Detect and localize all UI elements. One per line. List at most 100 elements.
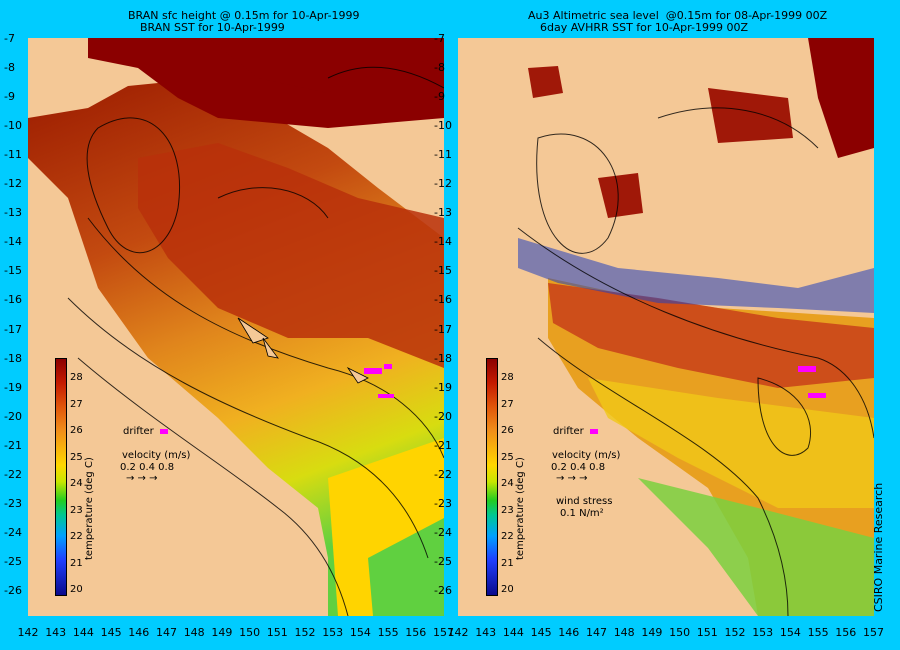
lon-tick-right-1: 143 [475,626,497,639]
left-drifter-legend: drifter [123,426,168,437]
left-velocity-arrows: → → → [126,473,158,484]
left-contours [67,66,444,616]
lon-tick-right-8: 150 [669,626,691,639]
lat-tick-left-15: -22 [4,467,22,481]
lat-tick-right-15: -22 [434,467,452,481]
lon-tick-right-2: 144 [502,626,524,639]
lon-tick-left-12: 154 [349,626,371,639]
right-warm-patches [528,66,793,218]
right-drifters [798,366,826,398]
right-map-svg [458,38,874,616]
lon-tick-left-10: 152 [294,626,316,639]
right-title-line1: Au3 Altimetric sea level @0.15m for 08-A… [528,9,828,22]
right-velocity-scale: 0.2 0.4 0.8 [551,462,606,473]
lon-tick-left-1: 143 [45,626,67,639]
lat-tick-right-10: -17 [434,322,452,336]
lat-tick-right-9: -16 [434,293,452,307]
lat-tick-right-19: -26 [434,583,452,597]
lon-tick-right-6: 148 [613,626,635,639]
left-map-panel [28,38,444,616]
left-colorbar-label: temperature (deg C) [84,457,95,560]
lat-tick-right-3: -10 [434,119,452,133]
lat-tick-left-9: -16 [4,293,22,307]
lat-tick-left-5: -12 [4,177,22,191]
right-yellow-band [588,378,874,508]
lon-tick-right-5: 147 [586,626,607,639]
lon-tick-left-0: 142 [17,626,39,639]
lon-tick-left-13: 155 [377,626,399,639]
cbar-tick-right-8: 20 [501,584,514,595]
cbar-tick-right-5: 23 [501,504,514,516]
lon-tick-left-7: 149 [211,626,233,639]
right-colorbar [486,358,498,596]
left-map-svg [28,38,444,616]
cbar-tick-left-1: 27 [70,398,83,410]
lat-tick-left-6: -13 [4,206,22,220]
left-title-line2: BRAN SST for 10-Apr-1999 [140,21,285,34]
right-wind-label: wind stress [556,496,613,507]
lon-tick-right-4: 146 [558,626,580,639]
cbar-tick-left-3: 25 [70,451,83,463]
right-drifter-marker [589,428,598,434]
lat-tick-left-13: -20 [4,409,22,423]
lon-tick-left-6: 148 [183,626,205,639]
lat-tick-right-12: -19 [434,380,452,394]
cbar-tick-right-1: 27 [501,398,514,410]
lat-tick-left-10: -17 [4,322,22,336]
left-green-south [368,518,444,616]
cbar-tick-right-0: 28 [501,372,514,383]
right-title-line2: 6day AVHRR SST for 10-Apr-1999 00Z [540,21,748,34]
lon-tick-left-5: 147 [156,626,177,639]
cbar-tick-right-4: 24 [501,478,514,489]
lon-tick-left-15: 157 [433,626,454,639]
credit-text: CSIRO Marine Research [872,482,885,612]
right-colorbar-label: temperature (deg C) [515,457,526,560]
lon-tick-left-2: 144 [72,626,94,639]
right-cloud-edge [518,238,874,313]
lon-tick-right-3: 145 [530,626,552,639]
lat-tick-right-8: -15 [434,264,452,278]
lon-tick-right-7: 149 [641,626,663,639]
lat-tick-left-1: -8 [4,61,15,75]
lon-tick-right-15: 157 [863,626,884,639]
lon-tick-right-9: 151 [696,626,718,639]
lat-tick-right-16: -23 [434,496,452,510]
cbar-tick-left-8: 20 [70,584,83,595]
left-colorbar [55,358,67,596]
right-velocity-label: velocity (m/s) [552,450,621,461]
lon-tick-right-0: 142 [447,626,469,639]
lon-tick-right-10: 152 [724,626,746,639]
lat-tick-right-1: -8 [434,61,445,75]
lat-tick-left-12: -19 [4,380,22,394]
cbar-tick-left-2: 26 [70,425,83,436]
lon-tick-right-11: 153 [752,626,774,639]
right-drifter-label: drifter [553,426,584,437]
lat-tick-right-17: -24 [434,525,452,539]
lat-tick-right-2: -9 [434,90,445,104]
lon-tick-left-4: 146 [128,626,150,639]
lat-tick-left-0: -7 [4,32,15,45]
lon-tick-left-9: 151 [266,626,288,639]
lat-tick-right-0: -7 [434,32,445,45]
lat-tick-right-6: -13 [434,206,452,220]
left-drifters [364,364,394,398]
lat-tick-left-17: -24 [4,525,22,539]
lat-tick-left-8: -15 [4,264,22,278]
right-orange-band [548,283,874,388]
right-drifter-legend: drifter [553,426,598,437]
lat-tick-left-11: -18 [4,351,22,365]
left-islands [237,317,369,384]
lon-tick-left-8: 150 [239,626,261,639]
lon-tick-right-12: 154 [779,626,801,639]
lon-tick-left-3: 145 [100,626,122,639]
lat-tick-left-18: -25 [4,554,22,568]
left-png-land [208,38,444,93]
left-velocity-label: velocity (m/s) [122,450,191,461]
lat-tick-right-4: -11 [434,148,452,162]
lat-tick-left-14: -21 [4,438,22,452]
left-velocity-scale: 0.2 0.4 0.8 [120,462,175,473]
lat-tick-right-5: -12 [434,177,452,191]
right-map-panel [458,38,874,616]
right-velocity-arrows: → → → [556,473,588,484]
lat-tick-right-18: -25 [434,554,452,568]
